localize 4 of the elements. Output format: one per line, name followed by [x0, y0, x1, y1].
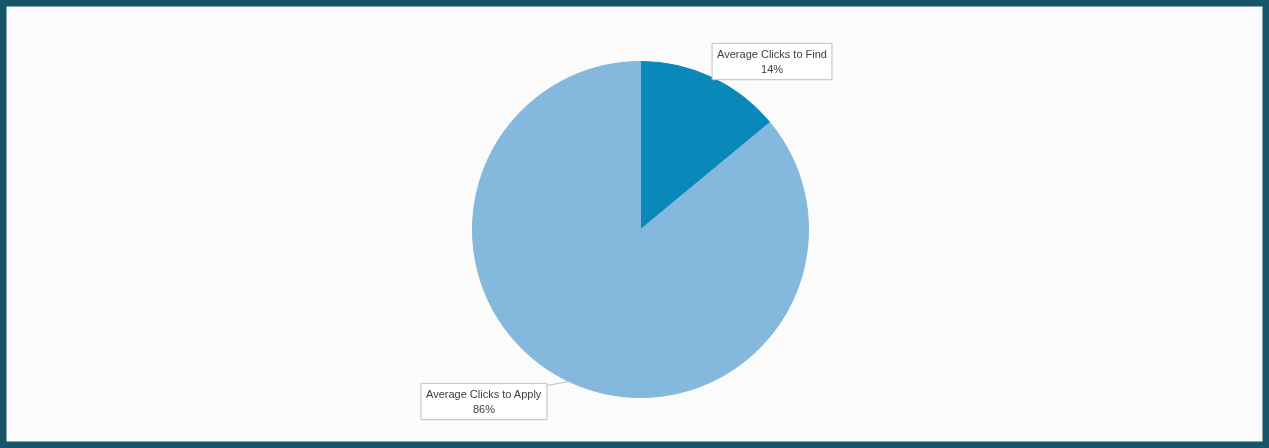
- slice-label: Average Clicks to Find: [717, 48, 827, 61]
- slice-label: Average Clicks to Apply: [425, 388, 542, 401]
- data-label: 14%: [761, 62, 784, 75]
- data-label: 86%: [472, 402, 496, 415]
